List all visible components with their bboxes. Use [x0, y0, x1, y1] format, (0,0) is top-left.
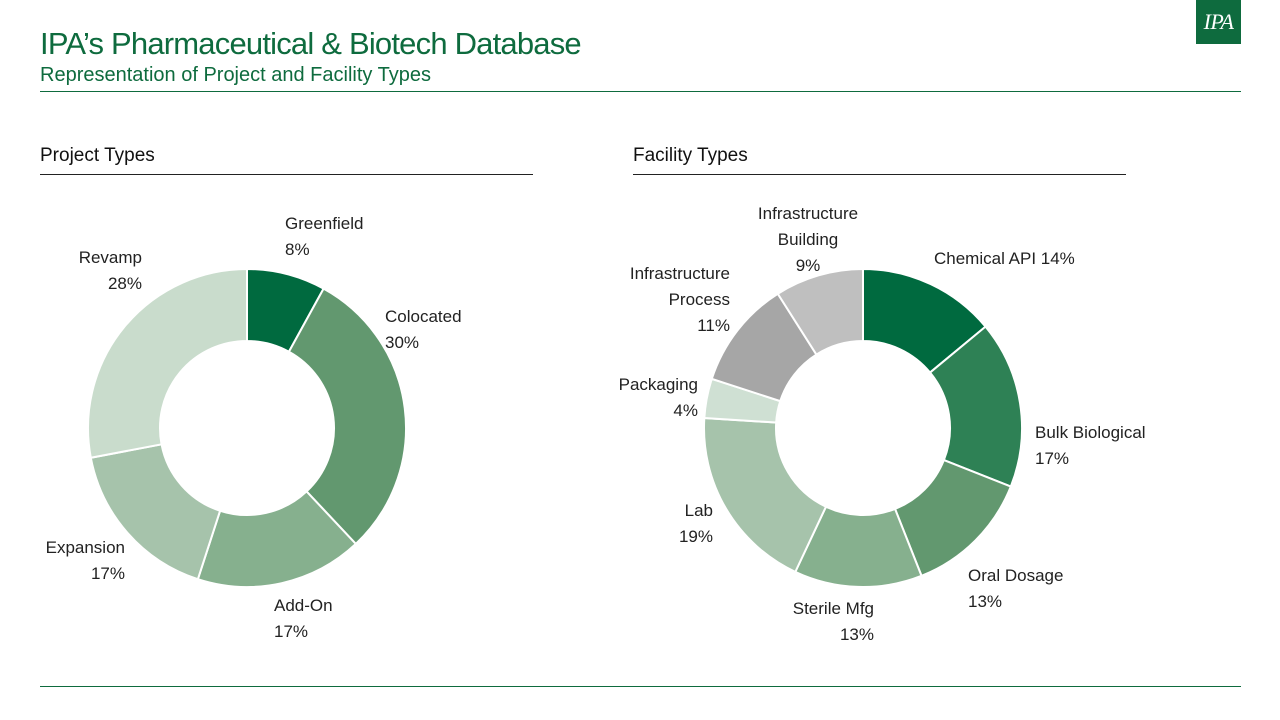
project-types-heading: Project Types [40, 145, 155, 166]
label-infrastructure-building-value: 9% [796, 256, 821, 275]
label-chemical-api: Chemical API 14% [934, 249, 1075, 268]
label-colocated: Colocated [385, 307, 462, 326]
label-bulk-biological-value: 17% [1035, 449, 1069, 468]
label-infrastructure-building: Infrastructure [758, 204, 858, 223]
label-add-on: Add-On [274, 596, 333, 615]
label-revamp: Revamp [79, 248, 142, 267]
slice-add-on [196, 490, 358, 588]
label-expansion-value: 17% [91, 564, 125, 583]
facility-types-divider [633, 174, 1126, 175]
project-types-divider [40, 174, 533, 175]
label-packaging-value: 4% [673, 401, 698, 420]
project-types-donut: Greenfield 8% Colocated 30% Add-On 17% Expansi… [46, 214, 462, 641]
page-title: IPA’s Pharmaceutical & Biotech Database [40, 26, 582, 61]
facility-types-heading: Facility Types [633, 145, 748, 166]
label-add-on-value: 17% [274, 622, 308, 641]
label-bulk-biological: Bulk Biological [1035, 423, 1146, 442]
page-subtitle: Representation of Project and Facility T… [40, 64, 431, 86]
label-greenfield: Greenfield [285, 214, 363, 233]
label-lab-value: 19% [679, 527, 713, 546]
label-revamp-value: 28% [108, 274, 142, 293]
footer-divider [40, 686, 1241, 687]
label-lab: Lab [685, 501, 713, 520]
header-divider [40, 91, 1241, 92]
label-infrastructure-building: Building [778, 230, 839, 249]
label-colocated-value: 30% [385, 333, 419, 352]
slice-lab [703, 416, 828, 574]
label-sterile-mfg-value: 13% [840, 625, 874, 644]
facility-types-donut: Chemical API 14% Bulk Biological 17% Oral D… [619, 204, 1146, 644]
label-sterile-mfg: Sterile Mfg [793, 599, 874, 618]
label-oral-dosage-value: 13% [968, 592, 1002, 611]
slice-bulk-biological [928, 325, 1023, 488]
ipa-logo: IPA [1196, 0, 1241, 44]
label-infrastructure-process-value: 11% [697, 316, 730, 335]
label-infrastructure-process: Process [669, 290, 730, 309]
label-greenfield-value: 8% [285, 240, 310, 259]
label-infrastructure-process: Infrastructure [630, 264, 730, 283]
slice-revamp [87, 267, 248, 459]
label-expansion: Expansion [46, 538, 125, 557]
label-oral-dosage: Oral Dosage [968, 566, 1063, 585]
slice-expansion [89, 443, 222, 581]
slice-infrastructure-building [776, 267, 864, 356]
label-packaging: Packaging [619, 375, 698, 394]
slice-colocated [287, 287, 407, 546]
